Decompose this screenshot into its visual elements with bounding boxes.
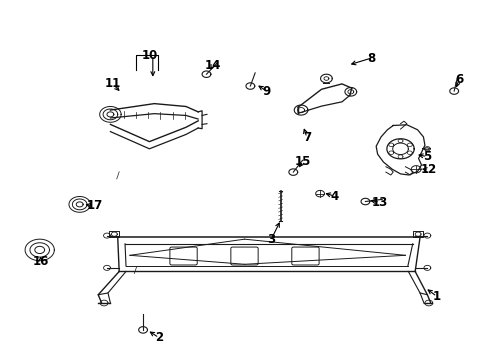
Text: 6: 6	[454, 73, 462, 86]
Text: 16: 16	[32, 255, 49, 268]
Text: 1: 1	[432, 290, 440, 303]
Text: 2: 2	[155, 331, 163, 344]
Text: 8: 8	[366, 51, 375, 64]
Text: 15: 15	[294, 155, 310, 168]
Text: 7: 7	[302, 131, 310, 144]
Text: 5: 5	[422, 150, 430, 163]
Text: 14: 14	[204, 59, 221, 72]
Text: 12: 12	[420, 163, 436, 176]
Text: 9: 9	[262, 85, 270, 98]
Text: 11: 11	[104, 77, 121, 90]
Text: 13: 13	[371, 196, 387, 209]
Text: 17: 17	[86, 199, 102, 212]
Text: 4: 4	[330, 190, 338, 203]
Text: 10: 10	[141, 49, 157, 62]
Text: 3: 3	[267, 233, 275, 246]
